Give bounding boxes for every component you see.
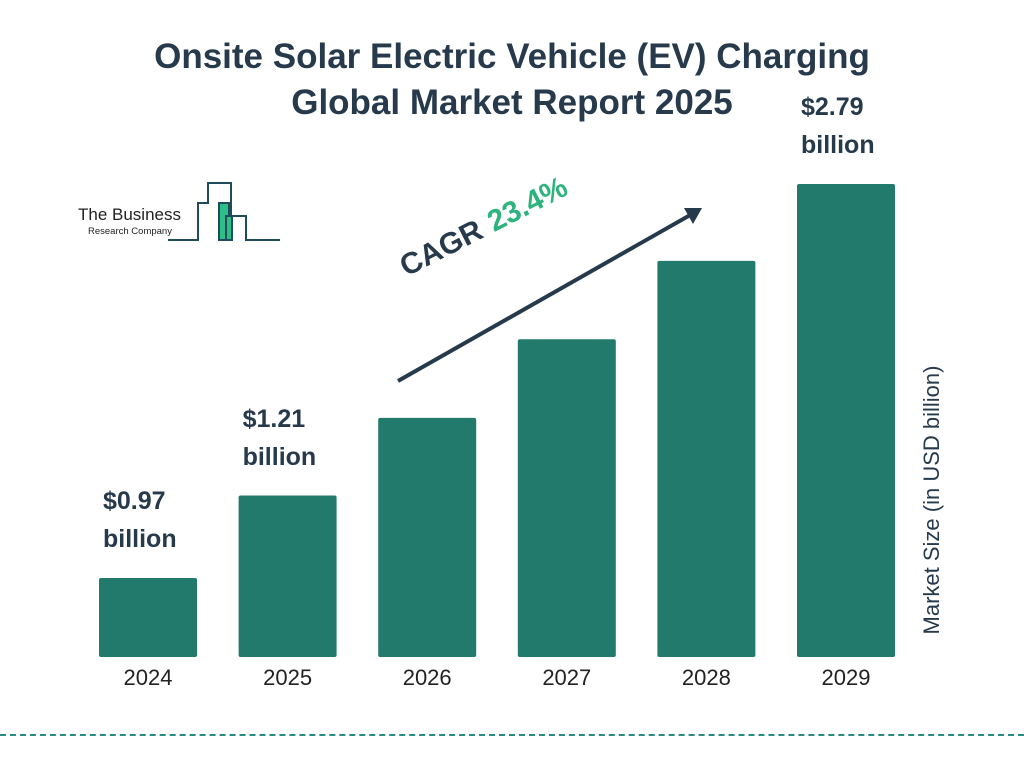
bar-2029	[797, 184, 895, 657]
data-label: $1.21 billion	[243, 400, 317, 476]
bar-2024	[99, 578, 197, 657]
bar-2026	[378, 417, 477, 657]
x-tick-label: 2024	[123, 665, 173, 690]
footer-divider	[0, 734, 1024, 736]
x-tick-label: 2029	[821, 665, 871, 690]
data-label: $0.97 billion	[103, 482, 177, 558]
cagr-arrowhead-icon	[684, 208, 702, 224]
title-line-1: Onsite Solar Electric Vehicle (EV) Charg…	[154, 37, 870, 76]
data-label-unit: billion	[103, 525, 177, 553]
x-tick-label: 2026	[402, 665, 452, 690]
bar-2025	[238, 495, 337, 657]
data-label: $2.79 billion	[801, 88, 875, 164]
x-tick-label: 2028	[681, 665, 731, 690]
bar-2028	[657, 260, 756, 657]
logo-buildings-icon	[168, 182, 280, 241]
title-line-2: Global Market Report 2025	[291, 83, 733, 122]
data-label-value: $1.21	[242, 404, 306, 433]
bar-2027	[517, 339, 616, 657]
cagr-arrow-line	[397, 212, 693, 383]
logo-text-secondary: Research Company	[88, 226, 172, 237]
chart-title: Onsite Solar Electric Vehicle (EV) Charg…	[0, 34, 1024, 126]
x-tick-label: 2027	[542, 665, 592, 690]
data-label-unit: billion	[242, 442, 317, 471]
data-label-value: $2.79	[801, 93, 864, 121]
x-tick-label: 2025	[263, 665, 313, 690]
data-label-unit: billion	[801, 131, 875, 159]
logo-text-primary: The Business	[78, 205, 181, 224]
y-axis-label: Market Size (in USD billion)	[919, 365, 944, 635]
data-label-value: $0.97	[103, 487, 166, 515]
